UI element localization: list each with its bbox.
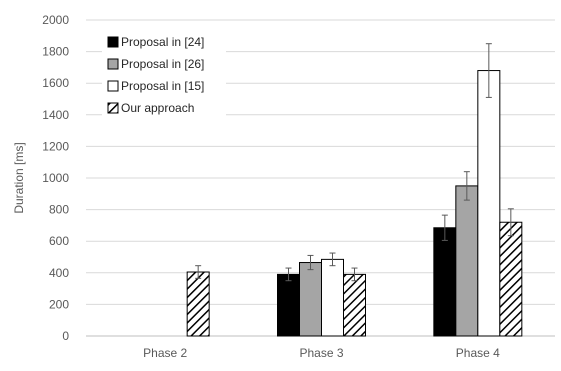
bar: [343, 273, 366, 337]
legend-swatch: [107, 36, 119, 48]
y-tick-label: 1000: [42, 171, 69, 185]
legend-label: Proposal in [24]: [121, 35, 204, 49]
y-axis-ticks: 0 200 400 600 800 1000 1200 1400 1600 1800 2000: [42, 13, 69, 343]
bar: [321, 258, 344, 337]
y-tick-label: 600: [49, 234, 69, 248]
bar: [499, 221, 523, 337]
bar: [455, 185, 479, 337]
y-tick-label: 400: [49, 266, 69, 280]
y-tick-label: 1800: [42, 45, 69, 59]
bar: [299, 262, 322, 337]
y-tick-label: 1200: [42, 139, 69, 153]
y-tick-label: 200: [49, 297, 69, 311]
y-tick-label: 1400: [42, 108, 69, 122]
legend-swatch: [107, 102, 119, 114]
y-tick-label: 0: [62, 329, 69, 343]
legend-label: Proposal in [15]: [121, 79, 204, 93]
legend-background: [102, 30, 226, 122]
x-axis-ticks: Phase 2 Phase 3 Phase 4: [143, 346, 500, 360]
gridlines: [86, 19, 555, 337]
y-axis-title: Duration [ms]: [12, 142, 26, 213]
y-tick-label: 1600: [42, 76, 69, 90]
bar: [277, 273, 300, 337]
legend-label: Our approach: [121, 101, 194, 115]
bars: [186, 43, 523, 337]
bar: [186, 271, 210, 337]
legend-swatch: [107, 80, 119, 92]
y-tick-label: 800: [49, 203, 69, 217]
bar: [477, 70, 501, 337]
y-tick-label: 2000: [42, 13, 69, 27]
x-tick-label: Phase 3: [299, 346, 343, 360]
legend-swatch: [107, 58, 119, 70]
bar: [433, 227, 457, 337]
legend: Proposal in [24] Proposal in [26] Proposal…: [102, 30, 226, 122]
legend-label: Proposal in [26]: [121, 57, 204, 71]
x-tick-label: Phase 2: [143, 346, 187, 360]
x-tick-label: Phase 4: [456, 346, 500, 360]
